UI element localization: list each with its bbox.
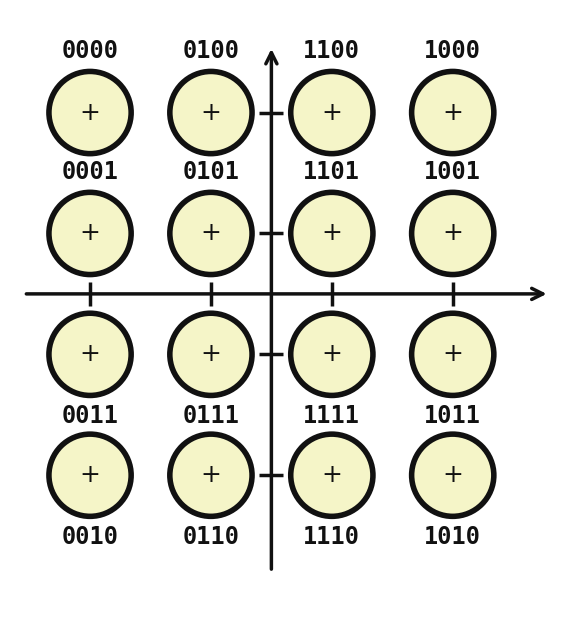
Text: 1011: 1011 [424,404,481,428]
Text: 0110: 0110 [182,525,240,549]
Text: 0111: 0111 [182,404,240,428]
Text: 0011: 0011 [61,404,119,428]
Text: +: + [442,101,463,125]
Text: +: + [201,342,221,366]
Text: +: + [442,342,463,366]
Text: 1101: 1101 [303,160,360,184]
Circle shape [411,313,494,396]
Text: 0000: 0000 [61,39,119,63]
Circle shape [291,313,373,396]
Text: +: + [201,101,221,125]
Text: 1010: 1010 [424,525,481,549]
Text: 1001: 1001 [424,160,481,184]
Text: +: + [442,221,463,245]
Text: +: + [321,221,342,245]
Circle shape [411,192,494,274]
Circle shape [49,434,131,516]
Circle shape [49,192,131,274]
Text: +: + [201,464,221,487]
Circle shape [49,313,131,396]
Text: 1111: 1111 [303,404,360,428]
Text: +: + [80,464,100,487]
Circle shape [170,192,252,274]
Text: +: + [201,221,221,245]
Circle shape [291,72,373,154]
Text: 0001: 0001 [61,160,119,184]
Circle shape [49,72,131,154]
Circle shape [170,434,252,516]
Circle shape [291,192,373,274]
Circle shape [411,72,494,154]
Circle shape [170,313,252,396]
Circle shape [291,434,373,516]
Text: 0101: 0101 [182,160,240,184]
Text: +: + [80,221,100,245]
Text: 0100: 0100 [182,39,240,63]
Text: +: + [321,101,342,125]
Text: 1000: 1000 [424,39,481,63]
Text: +: + [80,101,100,125]
Circle shape [411,434,494,516]
Circle shape [170,72,252,154]
Text: 1110: 1110 [303,525,360,549]
Text: +: + [442,464,463,487]
Text: 1100: 1100 [303,39,360,63]
Text: 0010: 0010 [61,525,119,549]
Text: +: + [80,342,100,366]
Text: +: + [321,464,342,487]
Text: +: + [321,342,342,366]
